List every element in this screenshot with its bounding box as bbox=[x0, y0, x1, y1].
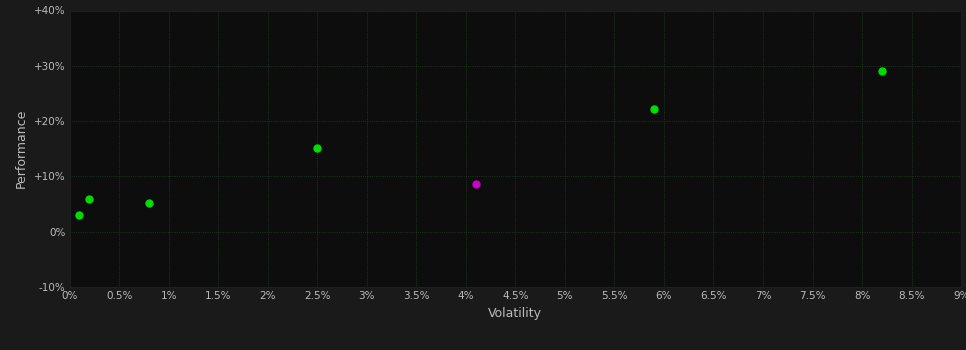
Y-axis label: Performance: Performance bbox=[15, 109, 28, 188]
X-axis label: Volatility: Volatility bbox=[489, 307, 542, 320]
